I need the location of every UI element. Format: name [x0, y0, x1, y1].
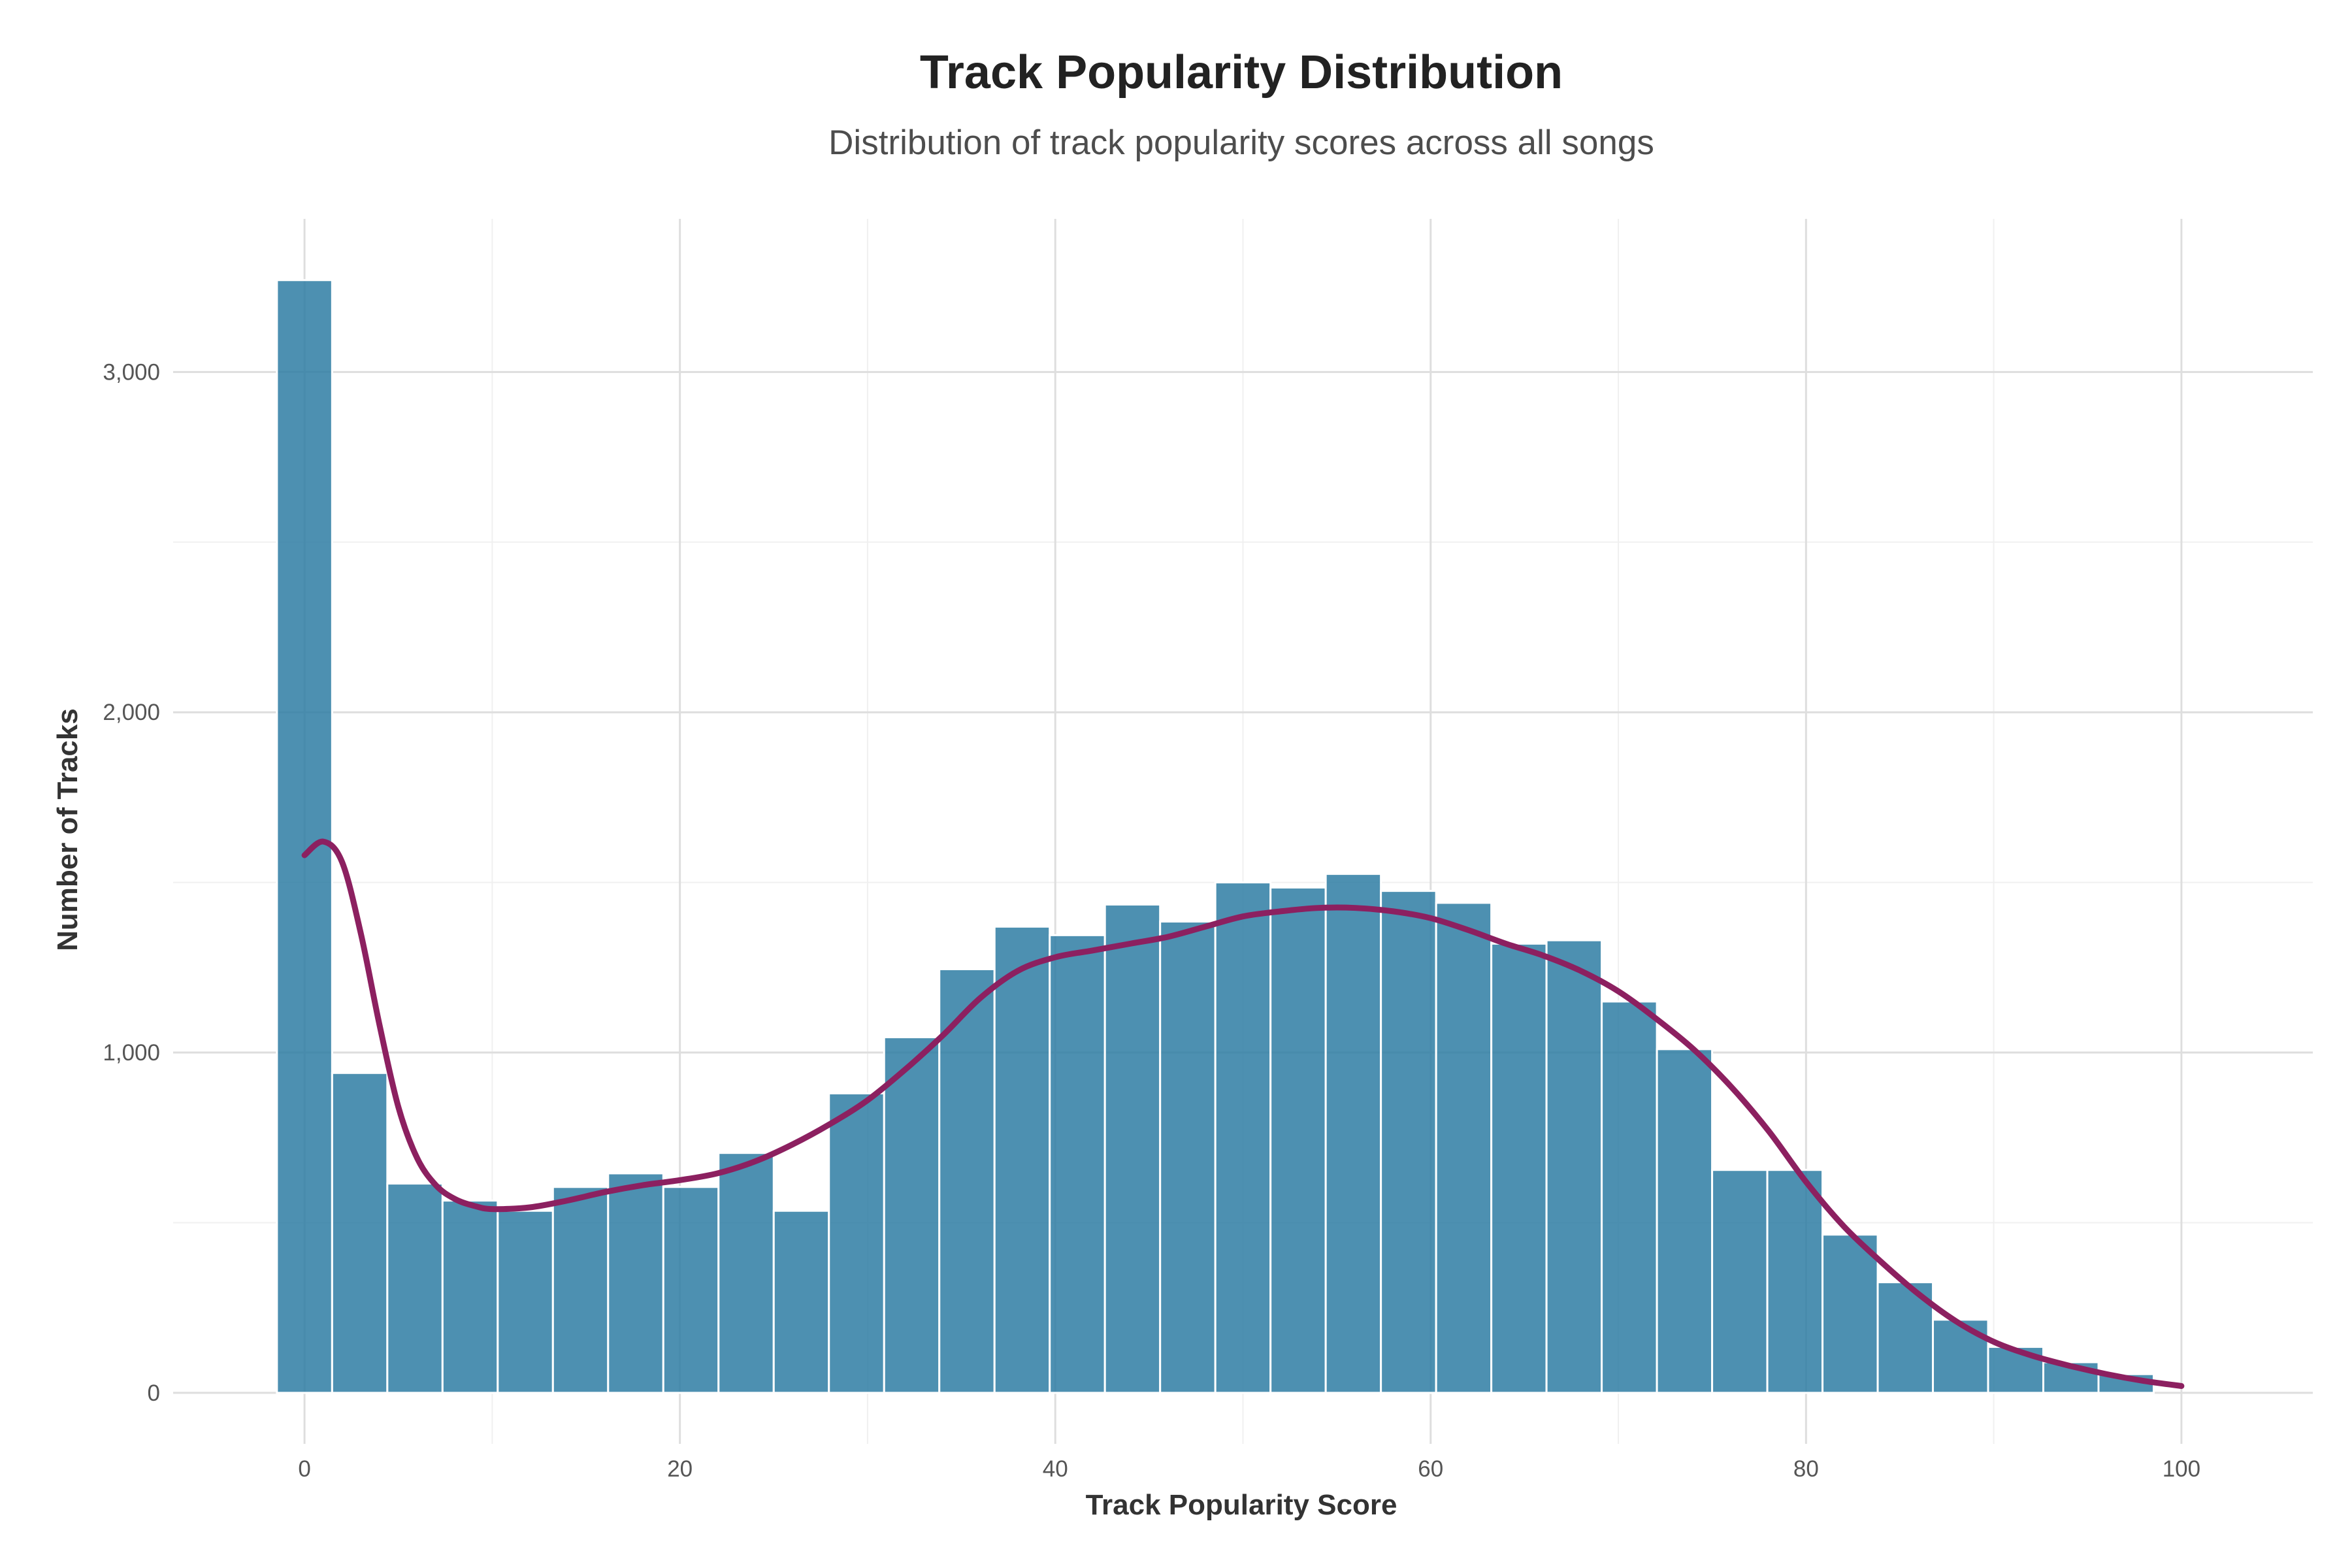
histogram-bar — [441, 1200, 499, 1394]
y-axis-ticks: 0 1,000 2,000 3,000 — [103, 359, 160, 1406]
histogram-bar — [828, 1092, 885, 1394]
x-tick-label: 0 — [298, 1456, 310, 1482]
histogram-bar — [1380, 890, 1437, 1394]
histogram-bar — [1932, 1318, 1989, 1394]
x-axis-ticks: 0 20 40 60 80 100 — [298, 1456, 2200, 1482]
histogram-bar — [1490, 942, 1548, 1394]
histogram-bar — [1821, 1233, 1879, 1394]
histogram-bar — [1324, 873, 1382, 1394]
x-tick-label: 60 — [1418, 1456, 1443, 1482]
x-tick-label: 80 — [1793, 1456, 1819, 1482]
histogram-bar — [1103, 903, 1162, 1394]
histogram-bar — [276, 279, 333, 1394]
y-tick-label: 2,000 — [103, 700, 160, 725]
x-tick-label: 100 — [2163, 1456, 2200, 1482]
chart-subtitle: Distribution of track popularity scores … — [828, 123, 1654, 162]
histogram-bar — [551, 1186, 610, 1394]
y-tick-label: 0 — [148, 1380, 160, 1406]
histogram-bar — [607, 1172, 664, 1394]
histogram-bar — [1159, 921, 1217, 1394]
histogram-bar — [883, 1036, 941, 1394]
histogram-bar — [386, 1183, 444, 1394]
histogram-bars — [276, 279, 2155, 1394]
histogram-bar — [1545, 939, 1603, 1394]
x-axis-title: Track Popularity Score — [1086, 1489, 1397, 1521]
histogram-bar — [1656, 1048, 1714, 1394]
histogram-bar — [497, 1209, 554, 1394]
x-tick-label: 40 — [1043, 1456, 1068, 1482]
y-tick-label: 3,000 — [103, 359, 160, 385]
density-line — [301, 838, 2185, 1389]
chart-title: Track Popularity Distribution — [920, 46, 1563, 99]
histogram-bar — [1601, 1000, 1658, 1394]
histogram-bar — [1711, 1169, 1769, 1394]
y-tick-label: 1,000 — [103, 1040, 160, 1066]
histogram-bar — [1269, 886, 1327, 1394]
histogram-bar — [1766, 1169, 1824, 1394]
histogram-bar — [331, 1071, 389, 1394]
histogram-bar — [993, 925, 1051, 1394]
histogram-bar — [662, 1186, 720, 1394]
histogram-bar — [1049, 934, 1106, 1394]
y-axis-title: Number of Tracks — [52, 708, 84, 951]
x-tick-label: 20 — [667, 1456, 693, 1482]
histogram-bar — [717, 1152, 775, 1394]
histogram-bar — [1214, 881, 1272, 1394]
density-curve — [301, 838, 2185, 1389]
histogram-bar — [1435, 902, 1493, 1394]
histogram-bar — [772, 1209, 830, 1394]
